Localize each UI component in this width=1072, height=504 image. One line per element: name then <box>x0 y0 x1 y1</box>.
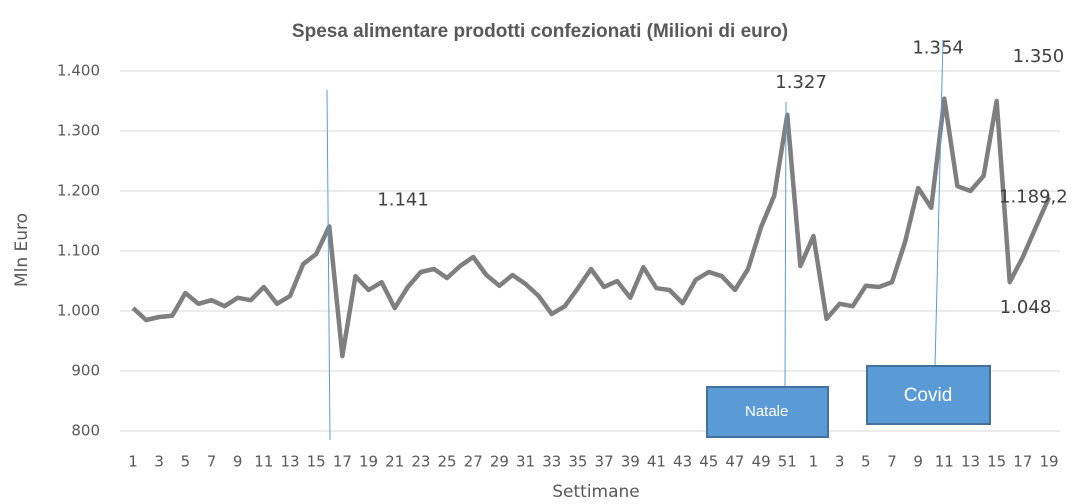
y-tick-label: 900 <box>71 362 100 380</box>
x-tick-label: 1 <box>128 453 138 471</box>
data-label: 1.189,2 <box>999 186 1068 207</box>
y-tick-label: 1.300 <box>57 122 100 140</box>
x-tick-label: 11 <box>935 453 954 471</box>
x-tick-label: 21 <box>385 453 404 471</box>
data-label: 1.327 <box>775 72 827 93</box>
x-tick-label: 7 <box>887 453 897 471</box>
x-tick-label: 15 <box>987 453 1006 471</box>
x-tick-label: 47 <box>725 453 744 471</box>
marker-line <box>934 39 944 367</box>
y-tick-label: 1.100 <box>57 242 100 260</box>
series-line <box>131 96 1052 359</box>
y-tick-label: 1.000 <box>57 302 100 320</box>
x-tick-label: 3 <box>154 453 164 471</box>
x-tick-label: 43 <box>673 453 692 471</box>
y-tick-label: 1.200 <box>57 182 100 200</box>
annotation-text: Covid <box>904 385 953 406</box>
data-label: 1.354 <box>912 38 964 59</box>
x-tick-label: 9 <box>233 453 243 471</box>
x-axis-label: Settimane <box>552 482 640 502</box>
x-tick-label: 51 <box>778 453 797 471</box>
x-tick-label: 15 <box>307 453 326 471</box>
x-tick-label: 29 <box>490 453 509 471</box>
x-tick-label: 9 <box>913 453 923 471</box>
x-tick-label: 11 <box>254 453 273 471</box>
y-axis-label: Mln Euro <box>12 213 32 287</box>
chart-title: Spesa alimentare prodotti confezionati (… <box>292 21 788 42</box>
x-tick-label: 19 <box>359 453 378 471</box>
x-tick-label: 39 <box>621 453 640 471</box>
x-tick-label: 23 <box>411 453 430 471</box>
x-tick-label: 17 <box>1013 453 1032 471</box>
marker-line <box>784 101 787 387</box>
x-tick-label: 33 <box>542 453 561 471</box>
x-tick-label: 19 <box>1039 453 1058 471</box>
x-tick-label: 35 <box>568 453 587 471</box>
annotation-box <box>706 386 829 438</box>
x-tick-label: 5 <box>181 453 191 471</box>
x-tick-label: 27 <box>464 453 483 471</box>
x-tick-label: 5 <box>861 453 871 471</box>
y-tick-label: 800 <box>71 422 100 440</box>
x-tick-label: 31 <box>516 453 535 471</box>
x-tick-label: 7 <box>207 453 217 471</box>
annotation-text: Natale <box>745 403 788 420</box>
x-tick-label: 41 <box>647 453 666 471</box>
x-tick-label: 13 <box>961 453 980 471</box>
x-tick-label: 25 <box>438 453 457 471</box>
y-tick-label: 1.400 <box>57 62 100 80</box>
x-tick-label: 37 <box>595 453 614 471</box>
x-tick-label: 45 <box>699 453 718 471</box>
plot: 1.141 1.327 1.354 1.350 1.048 1.189,2 <box>131 38 1068 359</box>
data-label: 1.350 <box>1013 46 1065 67</box>
x-tick-label: 3 <box>835 453 845 471</box>
x-tick-label: 1 <box>809 453 819 471</box>
x-tick-label: 13 <box>280 453 299 471</box>
data-label: 1.048 <box>1000 297 1052 318</box>
annotation-box <box>866 365 991 425</box>
x-tick-label: 49 <box>752 453 771 471</box>
data-label: 1.141 <box>377 189 429 210</box>
x-tick-label: 17 <box>333 453 352 471</box>
marker-line <box>326 89 331 441</box>
